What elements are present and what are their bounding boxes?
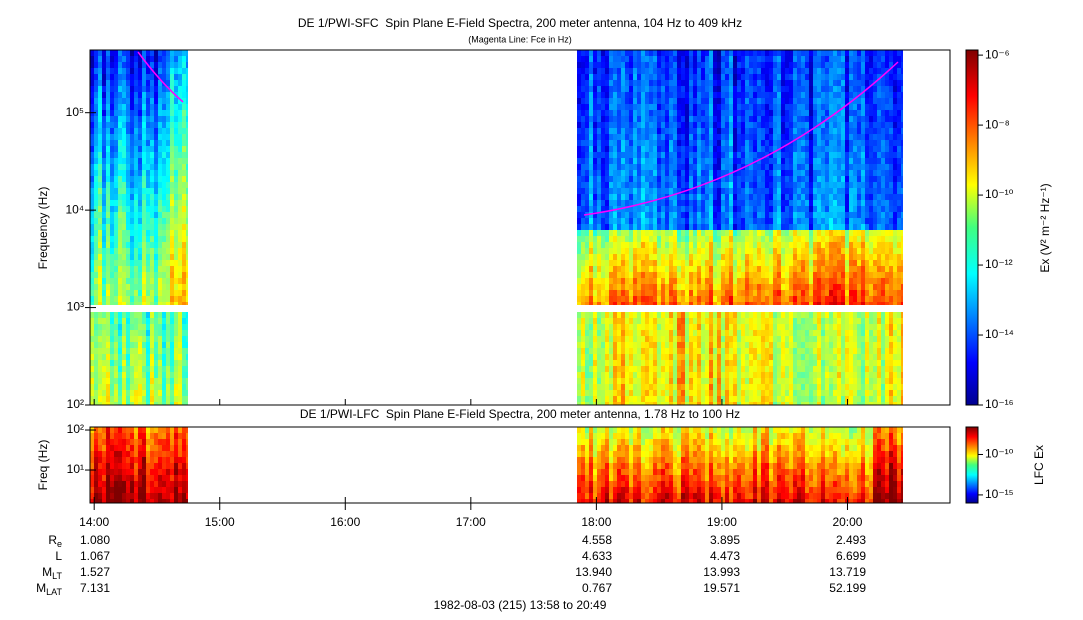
- colorbar-tick-label: 10⁻⁶: [985, 47, 1010, 61]
- x-tick-label: 15:00: [205, 515, 235, 529]
- y-tick-label: 10²: [67, 422, 84, 436]
- x-tick-label: 17:00: [456, 515, 486, 529]
- colorbar: [965, 426, 979, 504]
- colorbar-tick-label: 10⁻¹⁶: [985, 397, 1014, 411]
- ephemeris-value: 13.993: [703, 565, 740, 579]
- ephemeris-label: MLAT: [36, 581, 62, 597]
- colorbar-label: LFC Ex: [1032, 445, 1046, 485]
- fce-line: [137, 51, 184, 103]
- chart-subtitle: (Magenta Line: Fce in Hz): [468, 34, 572, 44]
- ephemeris-label: L: [55, 549, 62, 563]
- fce-line: [583, 61, 899, 216]
- ephemeris-value: 2.493: [836, 533, 866, 547]
- chart-title: DE 1/PWI-SFC Spin Plane E-Field Spectra,…: [298, 16, 742, 30]
- ephemeris-label: Re: [48, 533, 62, 549]
- y-tick-label: 10¹: [67, 462, 84, 476]
- label-sub: LT: [52, 571, 62, 581]
- ephemeris-value: 7.131: [80, 581, 110, 595]
- label-main: R: [48, 533, 57, 547]
- y-tick-label: 10⁵: [66, 105, 84, 119]
- y-tick-label: 10⁴: [65, 202, 84, 216]
- x-tick-label: 16:00: [330, 515, 360, 529]
- colorbar-tick-label: 10⁻¹⁴: [985, 327, 1014, 341]
- y-axis-label: Frequency (Hz): [36, 187, 50, 270]
- footer: 1982-08-03 (215) 13:58 to 20:49: [434, 598, 607, 612]
- label-main: L: [55, 549, 62, 563]
- label-sub: e: [57, 539, 62, 549]
- ephemeris-value: 1.080: [80, 533, 110, 547]
- ephemeris-value: 13.719: [829, 565, 866, 579]
- ephemeris-value: 1.527: [80, 565, 110, 579]
- y-tick-label: 10³: [67, 300, 84, 314]
- label-sub: LAT: [46, 587, 62, 597]
- ephemeris-value: 19.571: [703, 581, 740, 595]
- spectrogram-texture: [90, 50, 903, 503]
- colorbar-tick-label: 10⁻¹⁰: [985, 187, 1014, 201]
- colorbar-tick-label: 10⁻¹⁵: [985, 487, 1014, 501]
- label-main: M: [36, 581, 46, 595]
- y-axis-label: Freq (Hz): [36, 440, 50, 491]
- ephemeris-value: 3.895: [710, 533, 740, 547]
- colorbar-tick-label: 10⁻¹²: [985, 257, 1013, 271]
- colorbar-tick-label: 10⁻⁸: [985, 117, 1010, 131]
- chart-title: DE 1/PWI-LFC Spin Plane E-Field Spectra,…: [300, 407, 740, 421]
- colorbar-tick-label: 10⁻¹⁰: [985, 447, 1014, 461]
- plot-frame: [89, 426, 951, 504]
- ephemeris-value: 13.940: [575, 565, 612, 579]
- x-tick-label: 19:00: [707, 515, 737, 529]
- ephemeris-value: 0.767: [582, 581, 612, 595]
- x-tick-label: 20:00: [832, 515, 862, 529]
- colorbar-label: Ex (V² m⁻² Hz⁻¹): [1038, 183, 1052, 272]
- ephemeris-value: 6.699: [836, 549, 866, 563]
- ephemeris-value: 4.633: [582, 549, 612, 563]
- label-main: M: [42, 565, 52, 579]
- ephemeris-value: 4.473: [710, 549, 740, 563]
- x-tick-label: 18:00: [581, 515, 611, 529]
- plot-frame: [89, 49, 951, 406]
- y-tick-label: 10²: [67, 397, 84, 411]
- ephemeris-value: 52.199: [829, 581, 866, 595]
- ephemeris-label: MLT: [42, 565, 62, 581]
- colorbar: [965, 49, 979, 406]
- ephemeris-value: 1.067: [80, 549, 110, 563]
- ephemeris-value: 4.558: [582, 533, 612, 547]
- x-tick-label: 14:00: [79, 515, 109, 529]
